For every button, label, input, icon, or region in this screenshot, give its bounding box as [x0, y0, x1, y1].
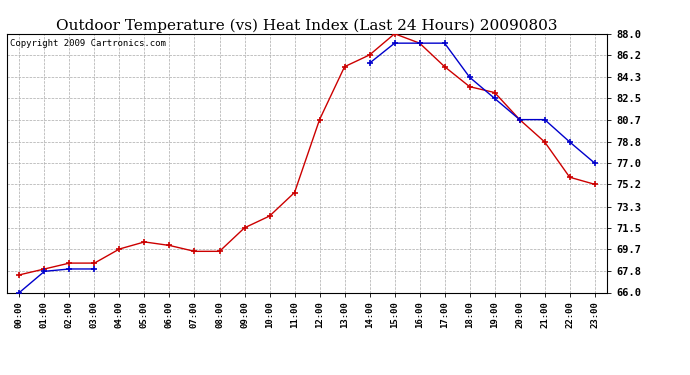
Title: Outdoor Temperature (vs) Heat Index (Last 24 Hours) 20090803: Outdoor Temperature (vs) Heat Index (Las…: [57, 18, 558, 33]
Text: Copyright 2009 Cartronics.com: Copyright 2009 Cartronics.com: [10, 39, 166, 48]
